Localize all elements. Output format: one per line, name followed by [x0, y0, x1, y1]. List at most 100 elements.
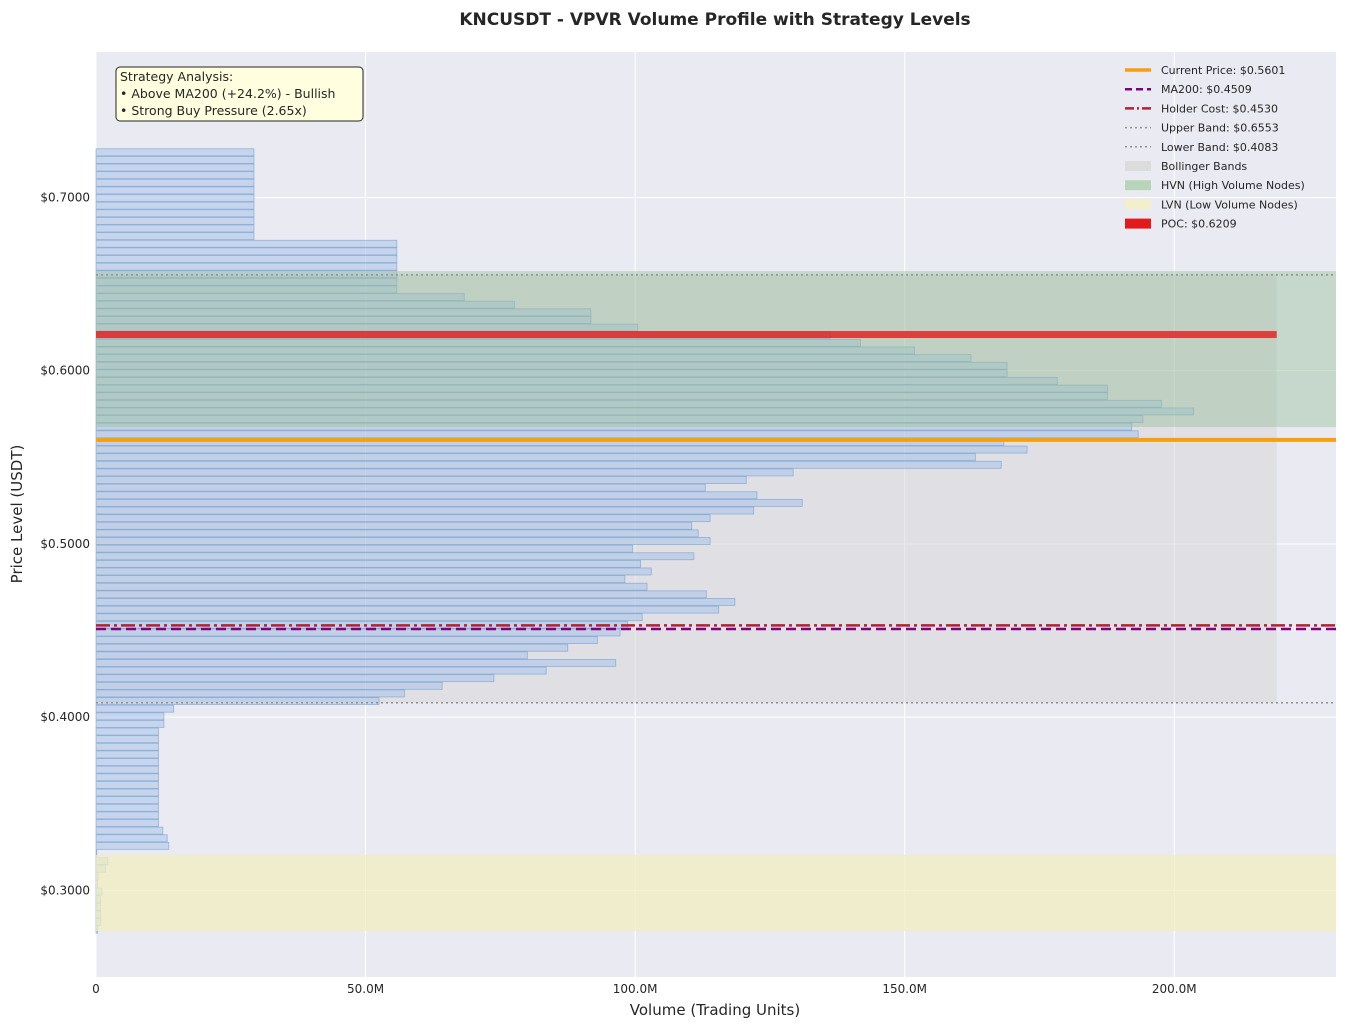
volume-bar: [95, 476, 747, 484]
volume-bar: [95, 575, 626, 584]
volume-bars: [95, 148, 1336, 934]
volume-bar: [95, 643, 569, 652]
volume-bar: [95, 285, 398, 294]
volume-bar: [95, 613, 643, 622]
x-tick-label: 100.0M: [613, 982, 658, 996]
volume-bar: [95, 529, 699, 538]
volume-bar: [95, 651, 528, 660]
volume-bar: [95, 209, 255, 218]
volume-bar: [95, 544, 633, 553]
volume-bar: [95, 468, 794, 477]
legend-label: Bollinger Bands: [1161, 160, 1247, 173]
legend-label: Lower Band: $0.4083: [1161, 141, 1278, 154]
annotation-line: • Above MA200 (+24.2%) - Bullish: [120, 86, 335, 101]
volume-bar: [95, 430, 1139, 439]
volume-bar: [95, 537, 711, 545]
volume-bar: [95, 148, 255, 157]
volume-bar: [95, 780, 159, 789]
volume-bar: [95, 506, 755, 515]
y-axis-ticks: $0.3000 $0.4000 $0.5000 $0.6000 $0.7000: [40, 191, 90, 898]
volume-bar: [95, 803, 159, 812]
volume-bar: [95, 834, 168, 843]
volume-bar: [95, 521, 693, 530]
volume-bar: [95, 605, 720, 614]
volume-bar: [95, 720, 165, 728]
volume-bar: [95, 445, 1028, 454]
volume-bar: [95, 293, 465, 302]
volume-bar: [95, 727, 159, 736]
volume-bar: [95, 171, 255, 180]
volume-bar: [95, 186, 255, 195]
volume-bar: [95, 354, 972, 362]
volume-bar: [95, 247, 398, 256]
legend-swatch: [1125, 218, 1151, 229]
volume-bar: [95, 811, 159, 820]
volume-bar: [95, 232, 255, 241]
volume-bar: [95, 491, 758, 500]
volume-bar: [95, 689, 405, 698]
volume-bar: [95, 483, 706, 492]
volume-bar: [95, 346, 915, 355]
volume-bar: [95, 758, 159, 766]
legend-label: Holder Cost: $0.4530: [1161, 102, 1278, 115]
volume-bar: [95, 453, 976, 462]
volume-bar: [95, 514, 711, 523]
legend-label: POC: $0.6209: [1161, 218, 1237, 231]
volume-bar: [95, 674, 495, 683]
volume-bar: [95, 735, 159, 744]
legend: Current Price: $0.5601 MA200: $0.4509 Hold…: [1125, 64, 1305, 231]
volume-bar: [95, 194, 255, 202]
legend-label: LVN (Low Volume Nodes): [1161, 198, 1298, 211]
poc-bar: [96, 331, 1277, 339]
volume-bar: [95, 422, 1133, 431]
hvn-zone: [96, 271, 1336, 428]
volume-bar: [95, 407, 1195, 416]
volume-bar: [95, 712, 165, 721]
strategy-annotation: Strategy Analysis: • Above MA200 (+24.2%…: [115, 66, 364, 122]
legend-label: Current Price: $0.5601: [1161, 64, 1285, 77]
volume-bar: [95, 224, 255, 233]
y-tick-label: $0.6000: [40, 364, 90, 378]
volume-bar: [95, 697, 380, 705]
volume-bar: [95, 460, 1002, 469]
volume-bar: [95, 369, 1008, 378]
x-tick-label: 50.0M: [347, 982, 384, 996]
volume-bar: [95, 788, 159, 797]
chart-title: KNCUSDT - VPVR Volume Profile with Strat…: [459, 10, 970, 30]
volume-bar: [95, 316, 592, 324]
volume-bar: [95, 666, 547, 675]
volume-bar: [95, 361, 1008, 370]
volume-bar: [95, 567, 652, 576]
volume-bar: [95, 377, 1058, 385]
volume-bar: [95, 392, 1108, 401]
volume-bar: [95, 704, 175, 713]
volume-bar: [95, 796, 159, 805]
volume-bar: [95, 681, 443, 690]
volume-bar: [95, 255, 398, 263]
volume-bar: [95, 841, 170, 850]
legend-swatch: [1125, 180, 1151, 191]
volume-bar: [95, 598, 736, 606]
price-levels: [96, 274, 1336, 704]
y-tick-label: $0.7000: [40, 191, 90, 205]
volume-bar: [95, 590, 707, 599]
legend-label: HVN (High Volume Nodes): [1161, 179, 1305, 192]
volume-bar: [95, 308, 592, 317]
x-tick-label: 150.0M: [882, 982, 927, 996]
volume-bar: [95, 819, 159, 827]
volume-bar: [95, 399, 1162, 408]
legend-label: Upper Band: $0.6553: [1161, 122, 1279, 135]
volume-bar: [95, 636, 598, 644]
volume-bar: [95, 773, 159, 782]
volume-bar: [95, 415, 1144, 423]
x-axis-ticks: 0 50.0M 100.0M 150.0M 200.0M: [92, 982, 1196, 996]
volume-bar: [95, 498, 803, 507]
y-tick-label: $0.3000: [40, 883, 90, 897]
volume-bar: [95, 216, 255, 225]
volume-bar: [95, 384, 1108, 393]
volume-bar: [95, 201, 255, 210]
volume-bar: [95, 552, 695, 561]
legend-label: MA200: $0.4509: [1161, 83, 1252, 96]
volume-bar: [95, 262, 398, 271]
annotation-line: • Strong Buy Pressure (2.65x): [120, 103, 307, 118]
